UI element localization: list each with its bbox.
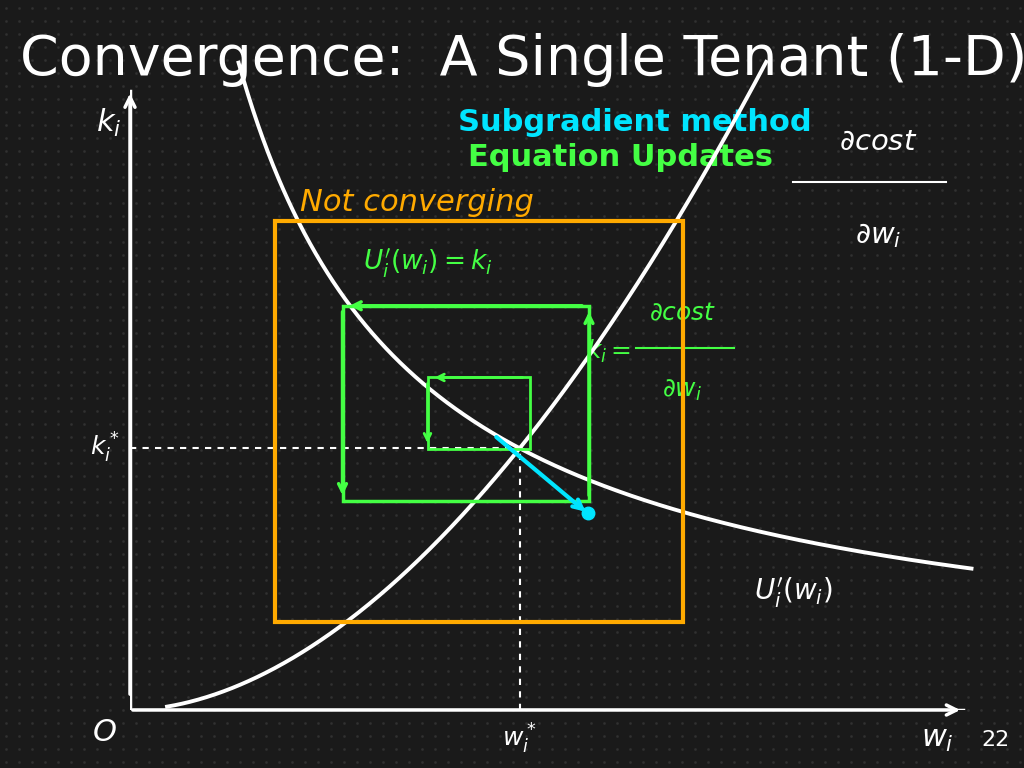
Text: $U_i'(w_i)$: $U_i'(w_i)$ <box>754 575 833 610</box>
Text: $w_i$: $w_i$ <box>922 725 954 754</box>
Bar <box>274 221 683 622</box>
Text: $k_i = $: $k_i = $ <box>587 338 632 365</box>
Text: Not converging: Not converging <box>300 188 534 217</box>
Bar <box>427 378 529 449</box>
Text: $\partial w_i$: $\partial w_i$ <box>663 378 702 402</box>
Text: Equation Updates: Equation Updates <box>468 143 772 172</box>
Text: $U_i'(w_i) = k_i$: $U_i'(w_i) = k_i$ <box>362 247 493 280</box>
Text: Convergence:  A Single Tenant (1-D): Convergence: A Single Tenant (1-D) <box>20 33 1024 87</box>
Text: $k_i$: $k_i$ <box>96 108 122 139</box>
Text: $\partial cost$: $\partial cost$ <box>649 303 716 326</box>
Text: $\partial cost$: $\partial cost$ <box>839 127 918 156</box>
Bar <box>342 306 589 502</box>
Text: $O$: $O$ <box>92 718 117 747</box>
Text: Subgradient method: Subgradient method <box>458 108 812 137</box>
Text: $\partial w_i$: $\partial w_i$ <box>855 221 901 250</box>
Text: 22: 22 <box>982 730 1010 750</box>
Text: $w_i^*$: $w_i^*$ <box>502 722 538 756</box>
Text: $k_i^*$: $k_i^*$ <box>89 431 120 465</box>
